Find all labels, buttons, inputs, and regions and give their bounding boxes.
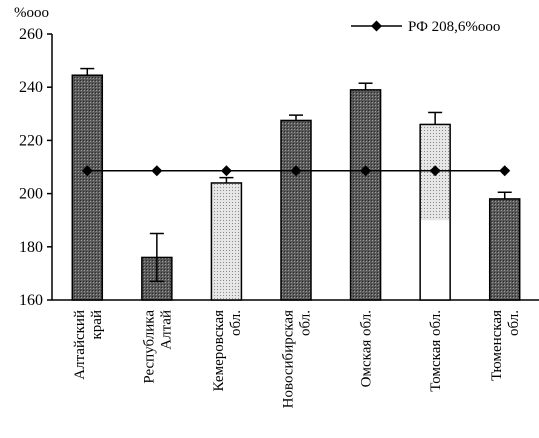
x-category-label: Новосибирская [281, 310, 297, 408]
x-category-label: Кемеровская [211, 310, 227, 392]
x-axis-labels: Алтайский край Республика Алтай Кемеровская о… [72, 310, 522, 409]
x-category-label: Тюменская [489, 310, 505, 381]
y-tick-label: 220 [19, 132, 43, 149]
reference-point [429, 165, 441, 177]
y-tick-label: 180 [19, 239, 43, 256]
x-category-label: обл. [298, 310, 314, 336]
y-tick-label: 200 [19, 186, 43, 203]
x-category-label: Омская обл. [359, 310, 375, 387]
x-category-label: Алтай [158, 310, 174, 350]
bar [71, 74, 104, 301]
x-category-label: край [89, 310, 105, 339]
reference-point [499, 165, 511, 177]
reference-point [220, 165, 232, 177]
legend: РФ 208,6%ooo [351, 19, 500, 35]
y-axis-unit-label: %ooo [14, 5, 49, 21]
bar-fill-bottom [420, 220, 451, 300]
reference-line [81, 165, 511, 177]
y-tick-label: 260 [19, 26, 43, 43]
y-tick-label: 240 [19, 79, 43, 96]
legend-marker [371, 20, 382, 32]
bar [280, 119, 312, 301]
reference-point [81, 165, 93, 177]
bar [488, 198, 521, 301]
reference-point [360, 165, 372, 177]
legend-label: РФ 208,6%ooo [408, 19, 500, 35]
x-category-label: Томская обл. [428, 310, 444, 392]
x-category-label: Республика [141, 310, 157, 384]
x-category-label: Алтайский [72, 310, 88, 380]
y-tick-label: 160 [19, 292, 43, 309]
x-category-label: обл. [228, 310, 244, 336]
bar [210, 182, 243, 301]
reference-point [151, 165, 163, 177]
bar [349, 89, 382, 301]
reference-point [290, 165, 302, 177]
bars [71, 74, 521, 301]
error-bars [80, 67, 512, 283]
x-category-label: обл. [506, 310, 522, 336]
